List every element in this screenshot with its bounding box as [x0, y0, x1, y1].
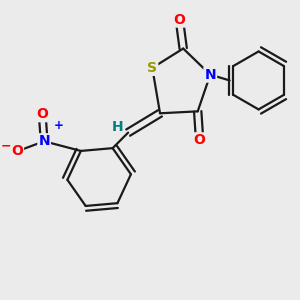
- Text: H: H: [112, 120, 123, 134]
- Text: O: O: [36, 107, 48, 121]
- Text: O: O: [173, 13, 185, 27]
- Text: N: N: [205, 68, 216, 82]
- Text: O: O: [194, 133, 206, 147]
- Text: +: +: [54, 119, 64, 132]
- Text: −: −: [1, 139, 11, 152]
- Text: N: N: [38, 134, 50, 148]
- Text: S: S: [147, 61, 157, 75]
- Text: O: O: [11, 144, 23, 158]
